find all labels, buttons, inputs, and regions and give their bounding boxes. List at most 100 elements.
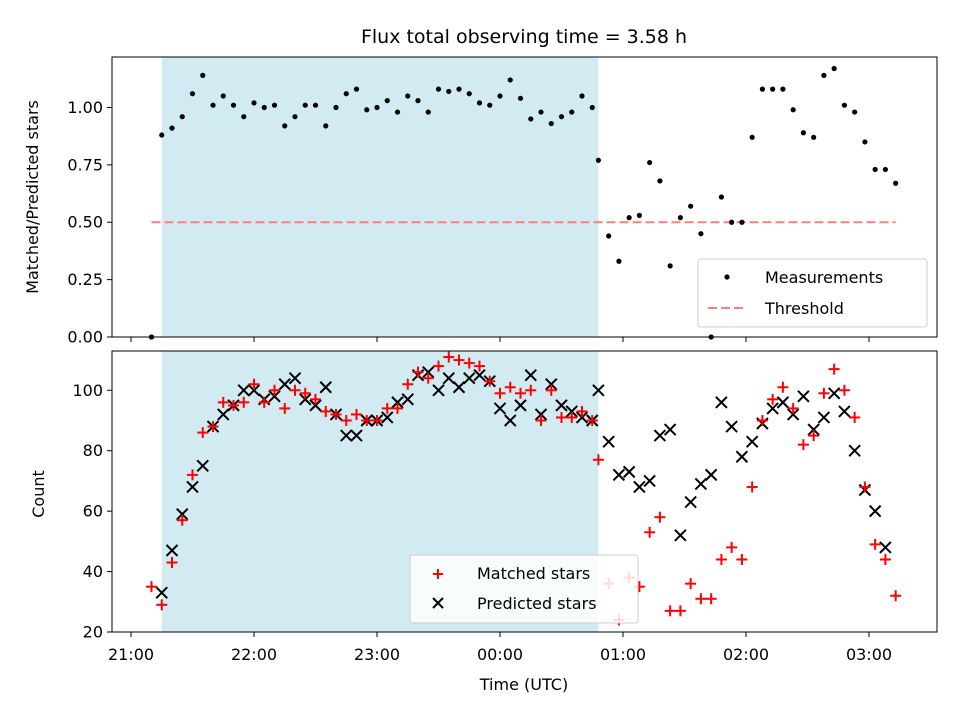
bottom-y-axis-label: Count <box>29 470 48 518</box>
predicted-star-point <box>663 423 677 436</box>
predicted-star-point <box>612 468 626 482</box>
matched-star-point <box>818 387 830 399</box>
matched-star-point <box>412 366 424 378</box>
bottom-xtick-label: 01:00 <box>600 645 646 664</box>
bottom-xtick-label: 23:00 <box>354 645 400 664</box>
bottom-legend-box <box>409 554 639 624</box>
matched-star-point <box>392 402 403 414</box>
matched-star-point <box>736 553 748 565</box>
measurement-point <box>606 233 612 239</box>
predicted-star-point <box>524 368 537 382</box>
predicted-star-point <box>340 429 353 442</box>
matched-star-point <box>746 481 758 493</box>
top-axes-frame <box>111 56 938 338</box>
measurement-point <box>698 231 704 237</box>
matched-star-point <box>504 381 516 393</box>
predicted-star-point <box>786 408 800 421</box>
predicted-star-point <box>555 399 568 412</box>
predicted-star-point <box>653 429 667 442</box>
predicted-star-point <box>725 420 738 433</box>
measurement-point <box>271 102 278 108</box>
bottom-xtick-label: 02:00 <box>723 645 769 664</box>
predicted-star-point <box>381 411 394 424</box>
predicted-star-point <box>868 504 882 518</box>
measurement-point <box>405 93 411 99</box>
matched-star-point <box>463 357 475 369</box>
measurement-point <box>302 102 308 108</box>
matched-star-point <box>705 593 717 605</box>
matched-star-point <box>586 414 598 426</box>
predicted-star-point <box>545 378 558 391</box>
matched-star-point <box>767 393 779 405</box>
measurement-point <box>200 72 206 78</box>
matched-star-point <box>849 411 861 423</box>
matched-star-point <box>238 396 250 408</box>
measurement-point <box>790 107 796 113</box>
top-y-axis-label: Matched/Predicted stars <box>23 100 42 294</box>
bottom-xtick-label: 22:00 <box>231 645 277 664</box>
predicted-star-point <box>514 399 527 412</box>
measurement-point <box>333 104 339 111</box>
measurement-point <box>636 212 643 218</box>
matched-star-point <box>381 402 393 414</box>
predicted-star-point <box>684 495 697 509</box>
predicted-star-point <box>534 408 548 421</box>
predicted-star-point <box>309 399 322 412</box>
bottom-x-ticks: 21:00 22:00 23:00 00:00 01:00 02:00 03:00 <box>108 632 892 664</box>
matched-star-point <box>484 375 496 387</box>
measurement-point <box>343 91 349 97</box>
predicted-star-point <box>463 371 476 385</box>
matched-star-point <box>146 581 157 593</box>
matched-star-point <box>797 439 809 451</box>
top-ytick-label: 0.75 <box>67 155 103 174</box>
matched-star-point <box>279 402 291 414</box>
predicted-star-point <box>602 435 615 448</box>
measurement-point <box>261 104 267 111</box>
matched-star-point <box>525 384 537 396</box>
matched-star-point <box>515 387 526 399</box>
bottom-xtick-label: 03:00 <box>846 645 892 664</box>
measurement-point <box>688 203 694 209</box>
predicted-star-point <box>186 480 199 494</box>
bottom-x-axis-label: Time (UTC) <box>479 675 568 694</box>
measurement-point <box>667 263 673 269</box>
measurement-point <box>179 114 185 120</box>
measurement-point <box>729 219 735 225</box>
predicted-star-point <box>704 468 718 482</box>
predicted-star-point <box>766 402 779 415</box>
matched-star-point <box>664 605 676 617</box>
top-x-ticks <box>130 337 870 342</box>
matched-star-point <box>535 414 547 426</box>
measurement-point <box>415 98 421 104</box>
measurement-point <box>476 100 483 106</box>
bottom-y-ticks: 20 40 60 80 100 <box>72 381 112 642</box>
measurement-point <box>862 139 868 145</box>
measurement-point <box>811 134 817 140</box>
legend-matched-marker <box>433 569 443 579</box>
matched-star-point <box>228 399 239 411</box>
legend-measurements-label: Measurements <box>765 268 883 287</box>
predicted-star-point <box>838 405 851 418</box>
predicted-star-point <box>848 444 861 457</box>
measurement-point <box>220 93 226 99</box>
predicted-star-point <box>196 459 209 473</box>
legend-predicted-label: Predicted stars <box>477 594 597 613</box>
matched-star-point <box>269 384 280 396</box>
matched-star-point <box>685 578 697 590</box>
top-chart-title: Flux total observing time = 3.58 h <box>361 26 687 48</box>
predicted-star-point <box>817 411 831 424</box>
matched-star-point <box>217 396 229 408</box>
matched-star-point <box>474 360 485 372</box>
matched-star-point <box>453 354 465 366</box>
matched-star-point <box>592 454 604 466</box>
predicted-star-point <box>391 396 404 409</box>
top-y-ticks: 0.00 0.25 0.50 0.75 1.00 <box>67 98 112 347</box>
predicted-star-point <box>807 423 820 436</box>
predicted-star-point <box>176 507 189 521</box>
matched-star-point <box>566 411 578 423</box>
predicted-star-point <box>493 402 507 415</box>
measurement-point <box>589 104 595 111</box>
matched-star-point <box>258 396 270 408</box>
measurement-point <box>548 120 554 127</box>
predicted-star-point <box>473 368 486 382</box>
